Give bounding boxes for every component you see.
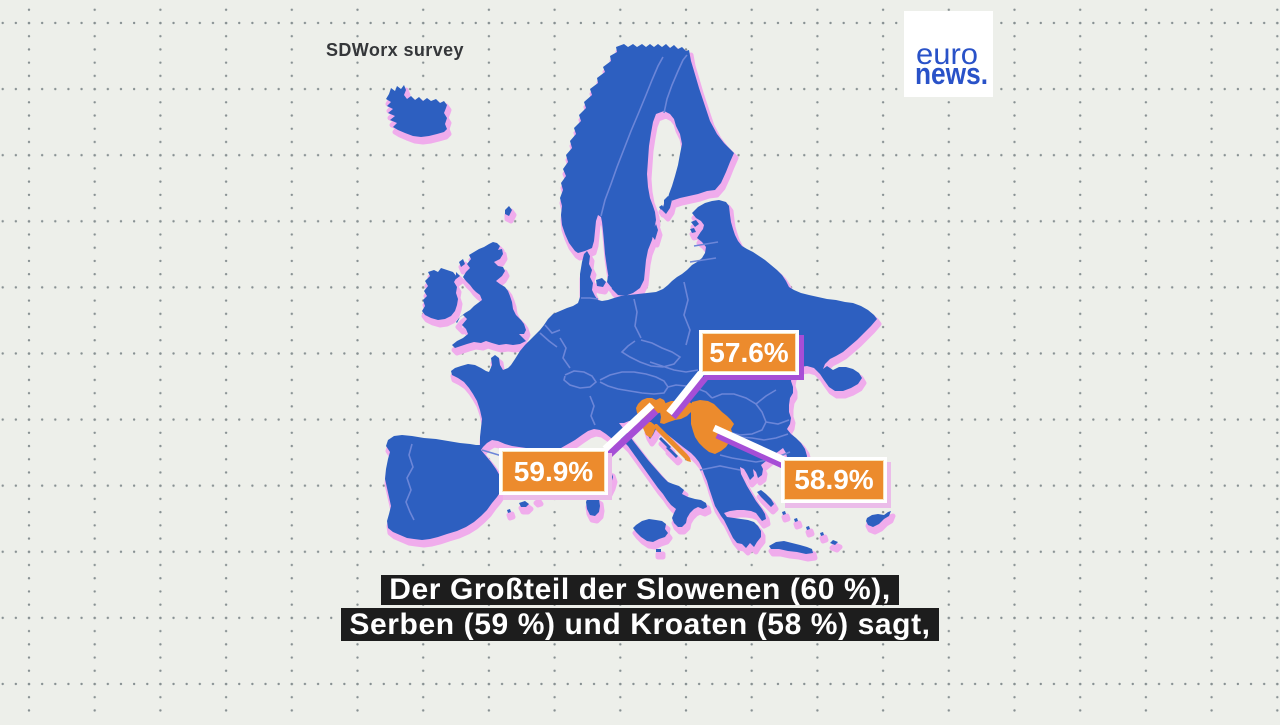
svg-text:news.: news. xyxy=(915,56,988,91)
svg-text:euro: euro xyxy=(916,38,978,71)
